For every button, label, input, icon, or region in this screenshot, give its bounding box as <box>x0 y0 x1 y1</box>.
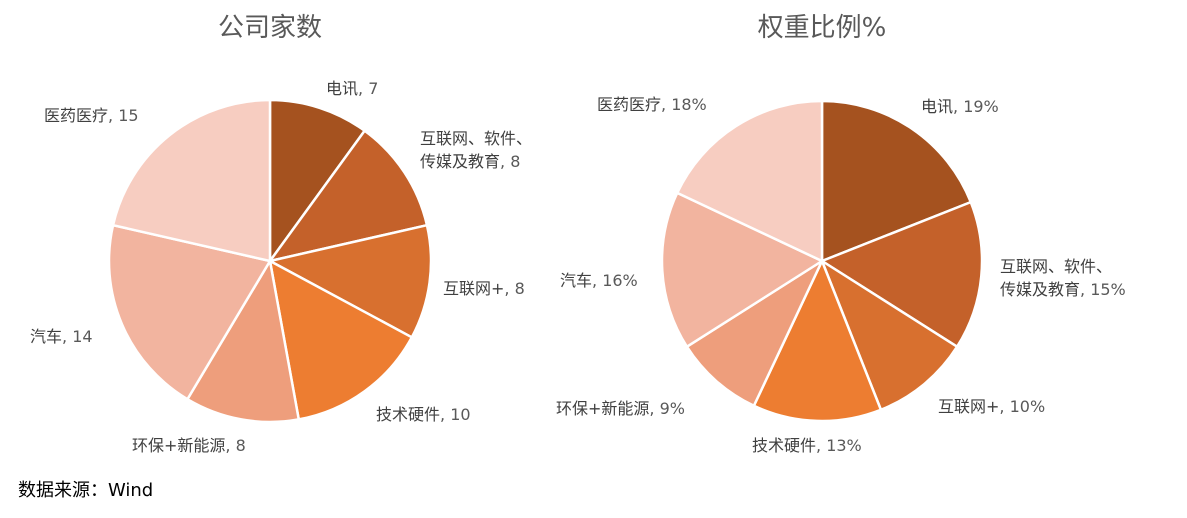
slice-label: 医药医疗, 18% <box>597 95 707 114</box>
pie-slice <box>685 259 824 408</box>
slice-label: 互联网+, 10% <box>938 397 1045 416</box>
source-note: 数据来源：Wind <box>18 480 154 501</box>
slice-label: 互联网、软件、传媒及教育, 8 <box>420 129 532 171</box>
pie-slice <box>268 259 414 421</box>
pie-slice <box>660 191 824 348</box>
chart-title: 权重比例% <box>758 13 887 43</box>
pie-slice <box>186 259 300 424</box>
pie-slice <box>820 99 973 263</box>
pie-slice <box>268 98 366 263</box>
chart-title: 公司家数 <box>218 13 322 43</box>
pie-slice <box>820 259 959 412</box>
pie-slice <box>268 129 429 263</box>
slice-label: 互联网+, 8 <box>443 279 525 298</box>
slice-label: 技术硬件, 13% <box>752 436 862 455</box>
pie-chart-2: 权重比例% 电讯, 19% 互联网、软件、传媒及教育, 15% 互联网+, 10% 技术… <box>556 13 1126 455</box>
slice-label: 医药医疗, 15 <box>44 106 139 125</box>
pie-slice <box>268 223 433 339</box>
slice-label: 互联网、软件、传媒及教育, 15% <box>1000 257 1126 299</box>
slice-label: 环保+新能源, 8 <box>132 436 246 455</box>
pie-slice <box>675 99 824 263</box>
slice-label: 电讯, 19% <box>921 97 999 116</box>
pie-slice <box>820 200 984 348</box>
slice-label: 环保+新能源, 9% <box>556 399 685 418</box>
slice-label: 汽车, 16% <box>560 271 638 290</box>
slice-label: 技术硬件, 10 <box>376 405 471 424</box>
slice-label: 电讯, 7 <box>326 79 378 98</box>
slice-label: 汽车, 14 <box>30 327 93 346</box>
pie-slice <box>111 98 272 263</box>
pie-slice <box>107 223 272 401</box>
pie-slice <box>752 259 883 423</box>
